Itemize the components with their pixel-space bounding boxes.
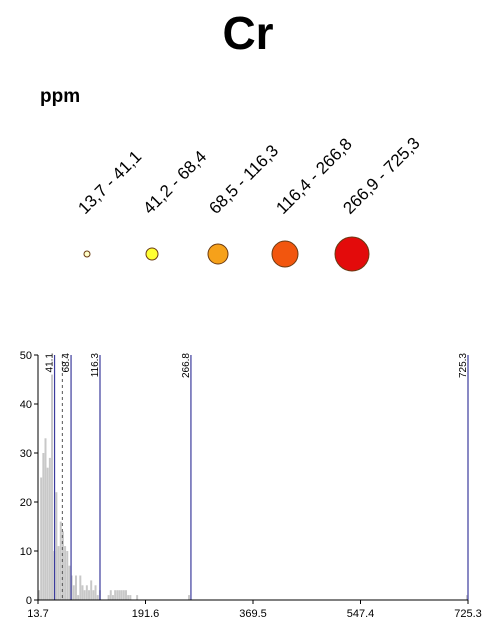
histogram-bar (59, 521, 62, 600)
histogram-bar (81, 585, 84, 600)
legend-class-label: 41,2 - 68,4 (139, 147, 210, 218)
histogram-bar (122, 590, 125, 600)
histogram-bar (44, 438, 47, 600)
histogram-bar (92, 590, 95, 600)
histogram-bar (120, 590, 123, 600)
histogram-bar (68, 565, 71, 600)
y-tick-label: 10 (20, 546, 32, 558)
x-tick-label: 547.4 (347, 608, 375, 620)
x-tick-label: 725.3 (454, 608, 482, 620)
x-tick-label: 191.6 (132, 608, 160, 620)
y-tick-label: 30 (20, 448, 32, 460)
histogram-bar (48, 457, 51, 600)
class-break-label: 68.4 (61, 353, 72, 373)
map-title: Cr (222, 7, 274, 59)
histogram-bar (96, 595, 99, 600)
histogram-bar (42, 453, 45, 600)
class-break-label: 116.3 (90, 353, 101, 378)
histogram-bar (55, 492, 58, 600)
histogram-bar (64, 546, 67, 600)
legend-symbol (145, 247, 159, 261)
y-tick-label: 0 (26, 595, 32, 607)
histogram-bar (114, 590, 117, 600)
x-tick-label: 369.5 (239, 608, 267, 620)
legend-symbol (334, 236, 370, 272)
histogram-bar (66, 551, 69, 600)
class-break-label: 266.8 (181, 353, 192, 378)
histogram-bar (116, 590, 119, 600)
histogram-bar (51, 374, 54, 600)
legend-symbol (83, 250, 91, 258)
histogram-bar (46, 467, 49, 600)
histogram-bar (57, 546, 60, 600)
legend-symbol (271, 240, 299, 268)
x-tick-label: 13.7 (27, 608, 48, 620)
class-break-label: 725.3 (458, 353, 469, 378)
histogram-bar (74, 575, 77, 600)
histogram-bar (90, 580, 93, 600)
histogram-bar (125, 590, 127, 600)
legend-class-label: 13,7 - 41,1 (74, 147, 145, 218)
y-tick-label: 50 (20, 350, 32, 362)
y-tick-label: 20 (20, 497, 32, 509)
legend: 13,7 - 41,141,2 - 68,468,5 - 116,3116,4 … (74, 134, 424, 272)
histogram-bar (111, 595, 114, 600)
histogram-bar (38, 590, 40, 600)
histogram-bar (72, 585, 75, 600)
histogram-bar (61, 531, 64, 600)
histogram-bar (129, 595, 132, 600)
histogram-bar (107, 595, 110, 600)
histogram-bar (136, 595, 139, 600)
histogram-bar (83, 590, 86, 600)
legend-class-label: 68,5 - 116,3 (205, 141, 282, 218)
histogram-bar (40, 477, 43, 600)
y-tick-label: 40 (20, 399, 32, 411)
histogram: 41.1 68.4 116.3 266.8 725.3 0 10 20 30 40 50 13.7 19… (20, 350, 482, 620)
histogram-bar (79, 575, 82, 600)
histogram-bar (88, 590, 91, 600)
histogram-bar (77, 595, 80, 600)
histogram-bar (127, 595, 130, 600)
histogram-bar (85, 585, 88, 600)
histogram-bar (466, 595, 468, 600)
histogram-bar (118, 590, 121, 600)
histogram-bar (188, 595, 191, 600)
legend-symbol (207, 243, 229, 265)
histogram-bar (94, 585, 97, 600)
class-break-label: 41.1 (45, 353, 56, 373)
histogram-bar (109, 590, 112, 600)
unit-label: ppm (40, 86, 81, 107)
